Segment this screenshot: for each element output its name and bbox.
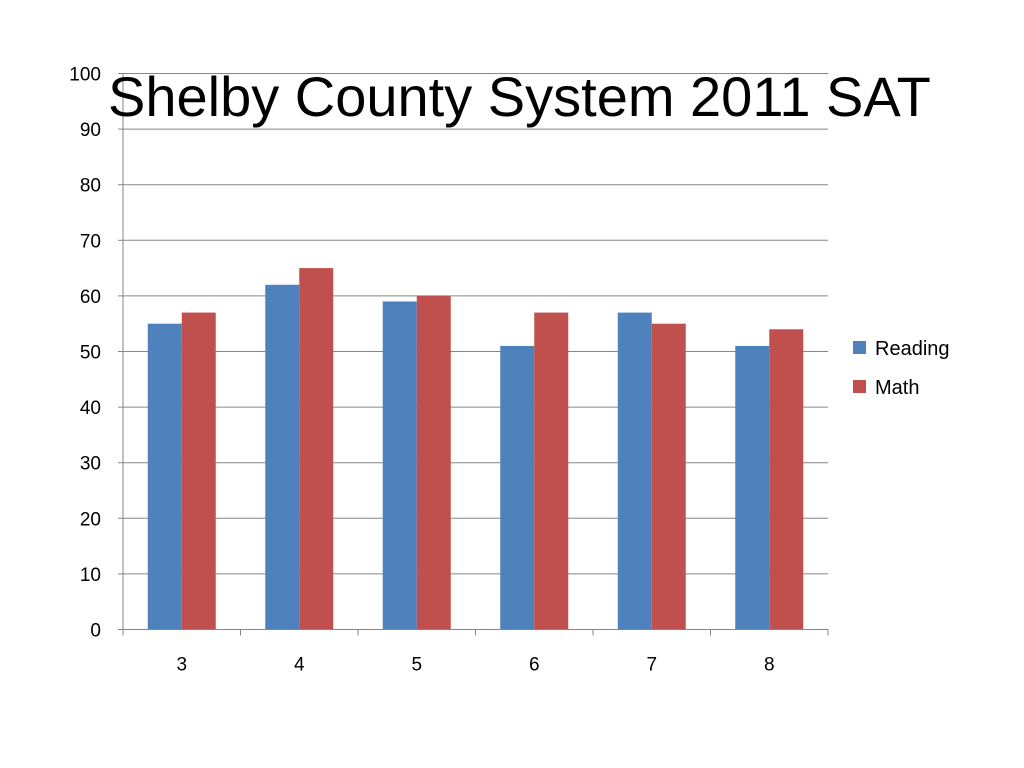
y-tick-label: 80 [80,176,101,197]
x-tick-label: 6 [529,655,540,676]
y-tick-label: 60 [80,287,101,308]
legend: Reading Math [853,338,950,399]
bar-reading-6 [500,345,535,630]
y-tick-label: 100 [69,65,101,86]
legend-label-reading: Reading [875,338,950,360]
gridlines [123,73,828,575]
y-axis-tick-labels: 0 10 20 30 40 50 60 70 80 90 100 [69,65,101,642]
bar-math-4 [299,268,334,630]
y-tick-label: 40 [80,398,101,419]
x-tick-label: 7 [646,655,657,676]
y-tick-label: 90 [80,120,101,141]
bar-reading-3 [147,323,182,630]
y-tick-label: 70 [80,231,101,252]
x-tick-label: 4 [294,655,305,676]
bar-math-7 [651,323,686,630]
y-tick-label: 30 [80,454,101,475]
y-tick-label: 20 [80,509,101,530]
legend-swatch-math [853,380,866,393]
x-tick-label: 5 [411,655,422,676]
legend-swatch-reading [853,341,866,354]
bar-math-3 [181,312,216,630]
bars [147,268,804,630]
x-axis-tick-labels: 3 4 5 6 7 8 [176,655,774,676]
bar-math-6 [534,312,569,630]
bar-reading-5 [382,301,417,630]
legend-label-math: Math [875,377,919,399]
y-tick-label: 0 [90,621,101,642]
x-tick-label: 8 [764,655,775,676]
bar-reading-8 [735,345,770,630]
bar-math-5 [416,295,451,630]
slide-title: Shelby County System 2011 SAT [108,65,931,128]
y-tick-label: 50 [80,343,101,364]
bar-math-8 [769,329,804,630]
x-tick-label: 3 [176,655,187,676]
y-tick-label: 10 [80,565,101,586]
axes [118,73,829,636]
bar-reading-7 [617,312,652,630]
bar-reading-4 [265,284,300,630]
